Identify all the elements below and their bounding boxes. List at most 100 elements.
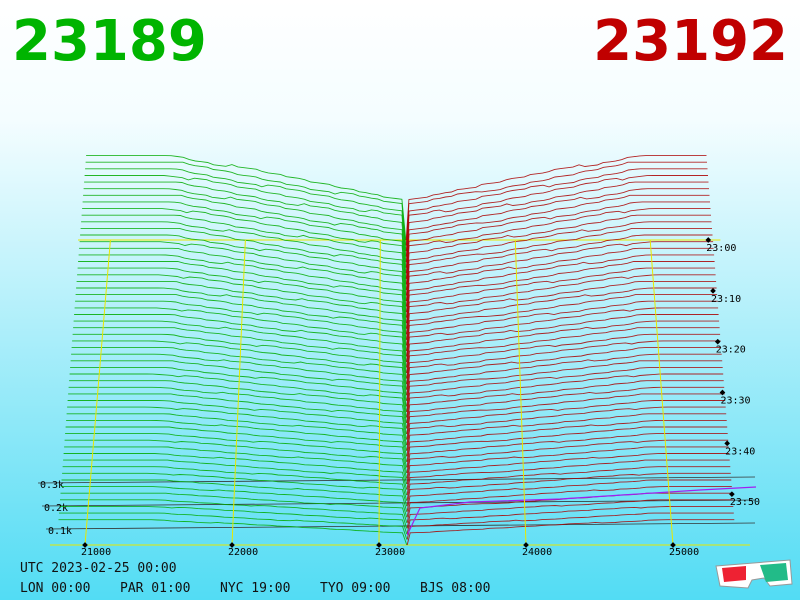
ask-depth-strand [406, 413, 727, 457]
ask-depth-strand [406, 340, 721, 396]
bid-depth-strand [60, 492, 408, 523]
ask-depth-strand [406, 241, 714, 313]
time-tick-mark [710, 288, 716, 294]
ask-depth-strand [405, 175, 708, 257]
time-tick-label: 23:50 [730, 497, 760, 508]
ask-depth-strand [406, 466, 731, 501]
time-tick-label: 23:30 [720, 396, 750, 407]
time-tick-mark [714, 338, 721, 345]
glasses-icon [715, 559, 793, 589]
plot: 0.3k 0.2k 0.1k 21000 22000 23000 24000 25000 23:… [37, 155, 760, 558]
bid-depth-strand [81, 221, 407, 296]
ask-depth-strand [405, 194, 710, 274]
ask-depth-strand [406, 459, 730, 496]
ask-depth-strand [405, 181, 709, 263]
ask-depth-strand [406, 333, 721, 390]
ask-depth-strand [406, 499, 733, 529]
ask-depth-strand [405, 168, 708, 252]
bid-depth-strand [81, 214, 407, 290]
ask-depth-strand [405, 234, 713, 307]
timestamp: UTC 2023-02-25 00:00 [20, 561, 177, 576]
time-tick-label: 23:10 [711, 294, 741, 305]
ask-depth-strand [406, 294, 718, 357]
ask-depth-strand [406, 386, 725, 435]
x-tick-mark [670, 542, 676, 548]
bid-depth-strand [60, 499, 408, 529]
bid-depth-strand [80, 234, 407, 307]
bid-depth-strand [75, 294, 407, 357]
ask-depth-strand [406, 439, 729, 479]
clock: PAR 01:00 [120, 581, 190, 596]
ask-depth-strand [406, 247, 714, 318]
bid-depth-strand [83, 188, 407, 268]
bid-depth-strand [59, 512, 408, 540]
ask-depth-strand [405, 188, 709, 268]
depth-grid-line [37, 476, 756, 484]
time-tick-mark [729, 491, 735, 497]
bid-depth-strand [76, 287, 407, 351]
ask-depth-strand [406, 406, 726, 451]
ask-depth-strand [406, 453, 730, 490]
bid-depth-strand [82, 201, 407, 279]
x-tick-label: 21000 [81, 547, 111, 558]
ask-depth-strand [405, 227, 712, 302]
ask-depth-strand [406, 400, 726, 446]
depth-tick-label: 0.2k [44, 503, 68, 514]
bid-depth-strand [63, 459, 408, 496]
bid-depth-strand [78, 261, 407, 329]
ask-depth-strand [406, 254, 715, 324]
bid-depth-strand [61, 486, 408, 518]
x-tick-label: 23000 [375, 547, 405, 558]
ask-depth-strand [406, 486, 732, 518]
bid-price: 23189 [12, 9, 207, 74]
x-tick-mark [523, 542, 529, 548]
ask-depth-strand [405, 221, 712, 296]
ask-depth-strand [406, 479, 732, 512]
ask-depth-strand [406, 274, 716, 340]
ask-depth-strand [406, 280, 717, 346]
time-tick-label: 23:00 [706, 243, 736, 254]
ask-depth-strand [406, 287, 717, 351]
x-grid-line [84, 239, 111, 546]
bid-depth-strand [61, 479, 408, 512]
clock: LON 00:00 [20, 581, 90, 596]
clock: TYO 09:00 [320, 581, 390, 596]
x-tick-mark [376, 542, 382, 548]
ask-depth-strand [405, 214, 711, 290]
ask-depth-strand [406, 307, 719, 368]
x-grid-line [231, 239, 246, 546]
bid-depth-strand [79, 241, 407, 313]
bid-depth-strand [80, 227, 407, 302]
bid-depth-strand [84, 175, 407, 257]
ask-depth-strand [405, 161, 707, 246]
x-tick-label: 24000 [522, 547, 552, 558]
ask-depth-strand [406, 512, 734, 540]
bid-depth-strand [86, 155, 407, 241]
ask-depth-strand [406, 426, 728, 468]
clock: BJS 08:00 [420, 581, 490, 596]
bid-depth-strand [62, 472, 408, 507]
ask-depth-strand [406, 314, 719, 374]
ask-depth-strand [406, 380, 724, 429]
depth-tick-label: 0.1k [48, 526, 72, 537]
ask-depth-strand [406, 327, 720, 385]
bid-depth-strand [85, 168, 407, 252]
time-tick-mark [719, 389, 726, 396]
ask-depth-strand [406, 261, 715, 329]
time-tick-mark [705, 237, 712, 243]
x-grid-line [649, 239, 674, 546]
bid-depth-strand [77, 267, 407, 335]
bid-depth-strand [79, 247, 407, 318]
ask-depth-strand [406, 433, 728, 473]
ask-front-strand [406, 486, 757, 536]
ask-depth-strand [406, 472, 731, 507]
ask-depth-strand [406, 393, 725, 440]
ask-depth-strand [406, 419, 727, 462]
ask-depth-strand [405, 201, 710, 279]
bid-depth-strand [58, 519, 408, 546]
x-tick-label: 22000 [228, 547, 258, 558]
ask-depth-strand [406, 360, 723, 412]
bid-depth-strand [84, 181, 407, 263]
